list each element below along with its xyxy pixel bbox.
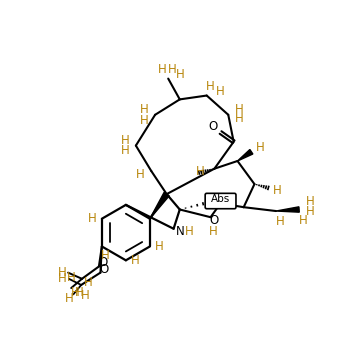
Text: H: H (84, 276, 92, 289)
Text: H: H (65, 292, 74, 305)
Text: O: O (98, 256, 107, 269)
Polygon shape (150, 192, 169, 219)
Text: H: H (209, 225, 218, 238)
FancyBboxPatch shape (205, 193, 236, 209)
Text: H: H (168, 63, 176, 76)
Text: H: H (176, 68, 185, 81)
Polygon shape (276, 207, 299, 212)
Text: H: H (196, 164, 205, 178)
Text: H: H (58, 266, 66, 279)
Text: H: H (140, 103, 149, 116)
Text: H: H (88, 212, 97, 225)
Text: H: H (305, 205, 314, 218)
Text: H: H (67, 271, 76, 284)
Text: H: H (74, 286, 83, 299)
Text: H: H (216, 85, 225, 98)
Text: H: H (81, 289, 89, 302)
Text: H: H (140, 114, 149, 127)
Text: H: H (273, 184, 282, 197)
Text: H: H (305, 195, 314, 208)
Text: O: O (99, 263, 108, 276)
Text: H: H (58, 272, 66, 285)
Text: H: H (256, 141, 265, 154)
Polygon shape (238, 150, 253, 161)
Text: H: H (185, 225, 193, 238)
Text: H: H (131, 254, 139, 267)
Text: H: H (158, 63, 166, 76)
Text: H: H (101, 249, 110, 262)
Text: O: O (209, 214, 218, 227)
Text: H: H (235, 103, 244, 116)
Text: H: H (136, 168, 145, 181)
Text: H: H (121, 144, 130, 158)
Text: Abs: Abs (211, 194, 230, 204)
Text: H: H (275, 215, 284, 228)
Text: N: N (175, 225, 184, 238)
Text: H: H (71, 286, 79, 299)
Text: H: H (206, 80, 215, 93)
Text: O: O (208, 120, 217, 133)
Text: H: H (299, 214, 308, 227)
Text: H: H (155, 240, 163, 253)
Text: H: H (121, 134, 130, 147)
Text: H: H (235, 112, 244, 125)
